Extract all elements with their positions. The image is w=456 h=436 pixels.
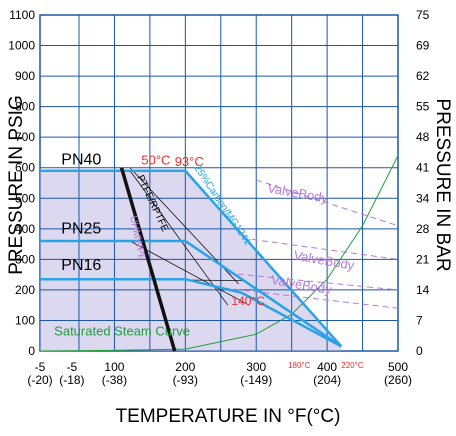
y-tick-label: 300	[15, 252, 35, 266]
y-tick-label: 500	[15, 191, 35, 205]
x-tick-label: 100	[104, 360, 124, 374]
annotation-label: 180°C	[288, 361, 311, 370]
uhmwpe-rating-line	[129, 240, 250, 306]
x-tick-label: -5	[67, 360, 78, 374]
y2-tick-label: 7	[416, 313, 423, 327]
y-tick-label: 0	[28, 344, 35, 358]
x-tick-sublabel: (-93)	[173, 373, 198, 387]
y-tick-label: 1100	[9, 8, 35, 22]
x-tick-sublabel: (204)	[313, 373, 341, 387]
series-line	[256, 179, 399, 227]
x-tick-label: 300	[246, 360, 266, 374]
annotation-label: PN25	[61, 220, 101, 237]
x-tick-label: 500	[388, 360, 408, 374]
y-tick-label: 400	[15, 222, 35, 236]
x-axis-title: TEMPERATURE IN °F(°C)	[116, 406, 341, 427]
y2-tick-label: 34	[416, 191, 430, 205]
series-line	[241, 237, 399, 260]
y2-axis-title: PRESSURE IN BAR	[432, 98, 453, 271]
annotation-label: PN40	[61, 152, 101, 169]
curves	[39, 155, 399, 352]
y-tick-label: 1000	[8, 39, 35, 53]
y-axis-title: PRESSURE IN PSIG	[6, 95, 27, 275]
x-tick-sublabel: (260)	[384, 373, 412, 387]
series-line	[39, 155, 399, 352]
annotation-label: PN16	[61, 257, 101, 274]
annotation-label: 220°C	[341, 361, 364, 370]
series-line	[40, 169, 343, 348]
x-tick-label: -5	[35, 360, 46, 374]
y-tick-label: 800	[15, 100, 35, 114]
series-line	[119, 167, 177, 352]
y2-tick-label: 69	[416, 39, 430, 53]
grid	[39, 14, 399, 352]
y-tick-label: 900	[15, 69, 35, 83]
y2-tick-label: 55	[416, 100, 430, 114]
series-line	[227, 272, 399, 291]
y2-tick-label: 14	[416, 283, 430, 297]
y-tick-label: 600	[15, 161, 35, 175]
series-line	[213, 286, 399, 309]
x-tick-sublabel: (-38)	[102, 373, 127, 387]
uhmwpe-rating-line	[129, 170, 229, 306]
y2-tick-label: 21	[416, 252, 430, 266]
y2-tick-label: 62	[416, 69, 430, 83]
y-tick-label: 200	[15, 283, 35, 297]
y-tick-label: 700	[15, 130, 35, 144]
y2-tick-label: 75	[416, 8, 430, 22]
series-line	[40, 239, 342, 348]
series-line	[40, 277, 342, 348]
y2-tick-label: 48	[416, 130, 430, 144]
x-tick-sublabel: (-20)	[27, 373, 52, 387]
y2-tick-label: 41	[416, 161, 430, 175]
annotation-label: 140°C	[231, 294, 265, 308]
x-tick-label: 400	[317, 360, 337, 374]
y2-tick-label: 28	[416, 222, 430, 236]
y-tick-label: 100	[15, 313, 35, 327]
x-tick-sublabel: (-149)	[240, 373, 272, 387]
annotation-label: 93°C	[175, 154, 204, 169]
annotation-label: Saturated Steam Curve	[54, 324, 190, 339]
tick-labels: 0 100 200 300 400 500 600 700 800 900 1000 1100 0 7 14…	[8, 8, 429, 387]
x-tick-sublabel: (-18)	[59, 373, 84, 387]
annotation-label: 50°C	[141, 153, 170, 168]
y2-tick-label: 0	[416, 344, 423, 358]
x-tick-label: 200	[175, 360, 195, 374]
